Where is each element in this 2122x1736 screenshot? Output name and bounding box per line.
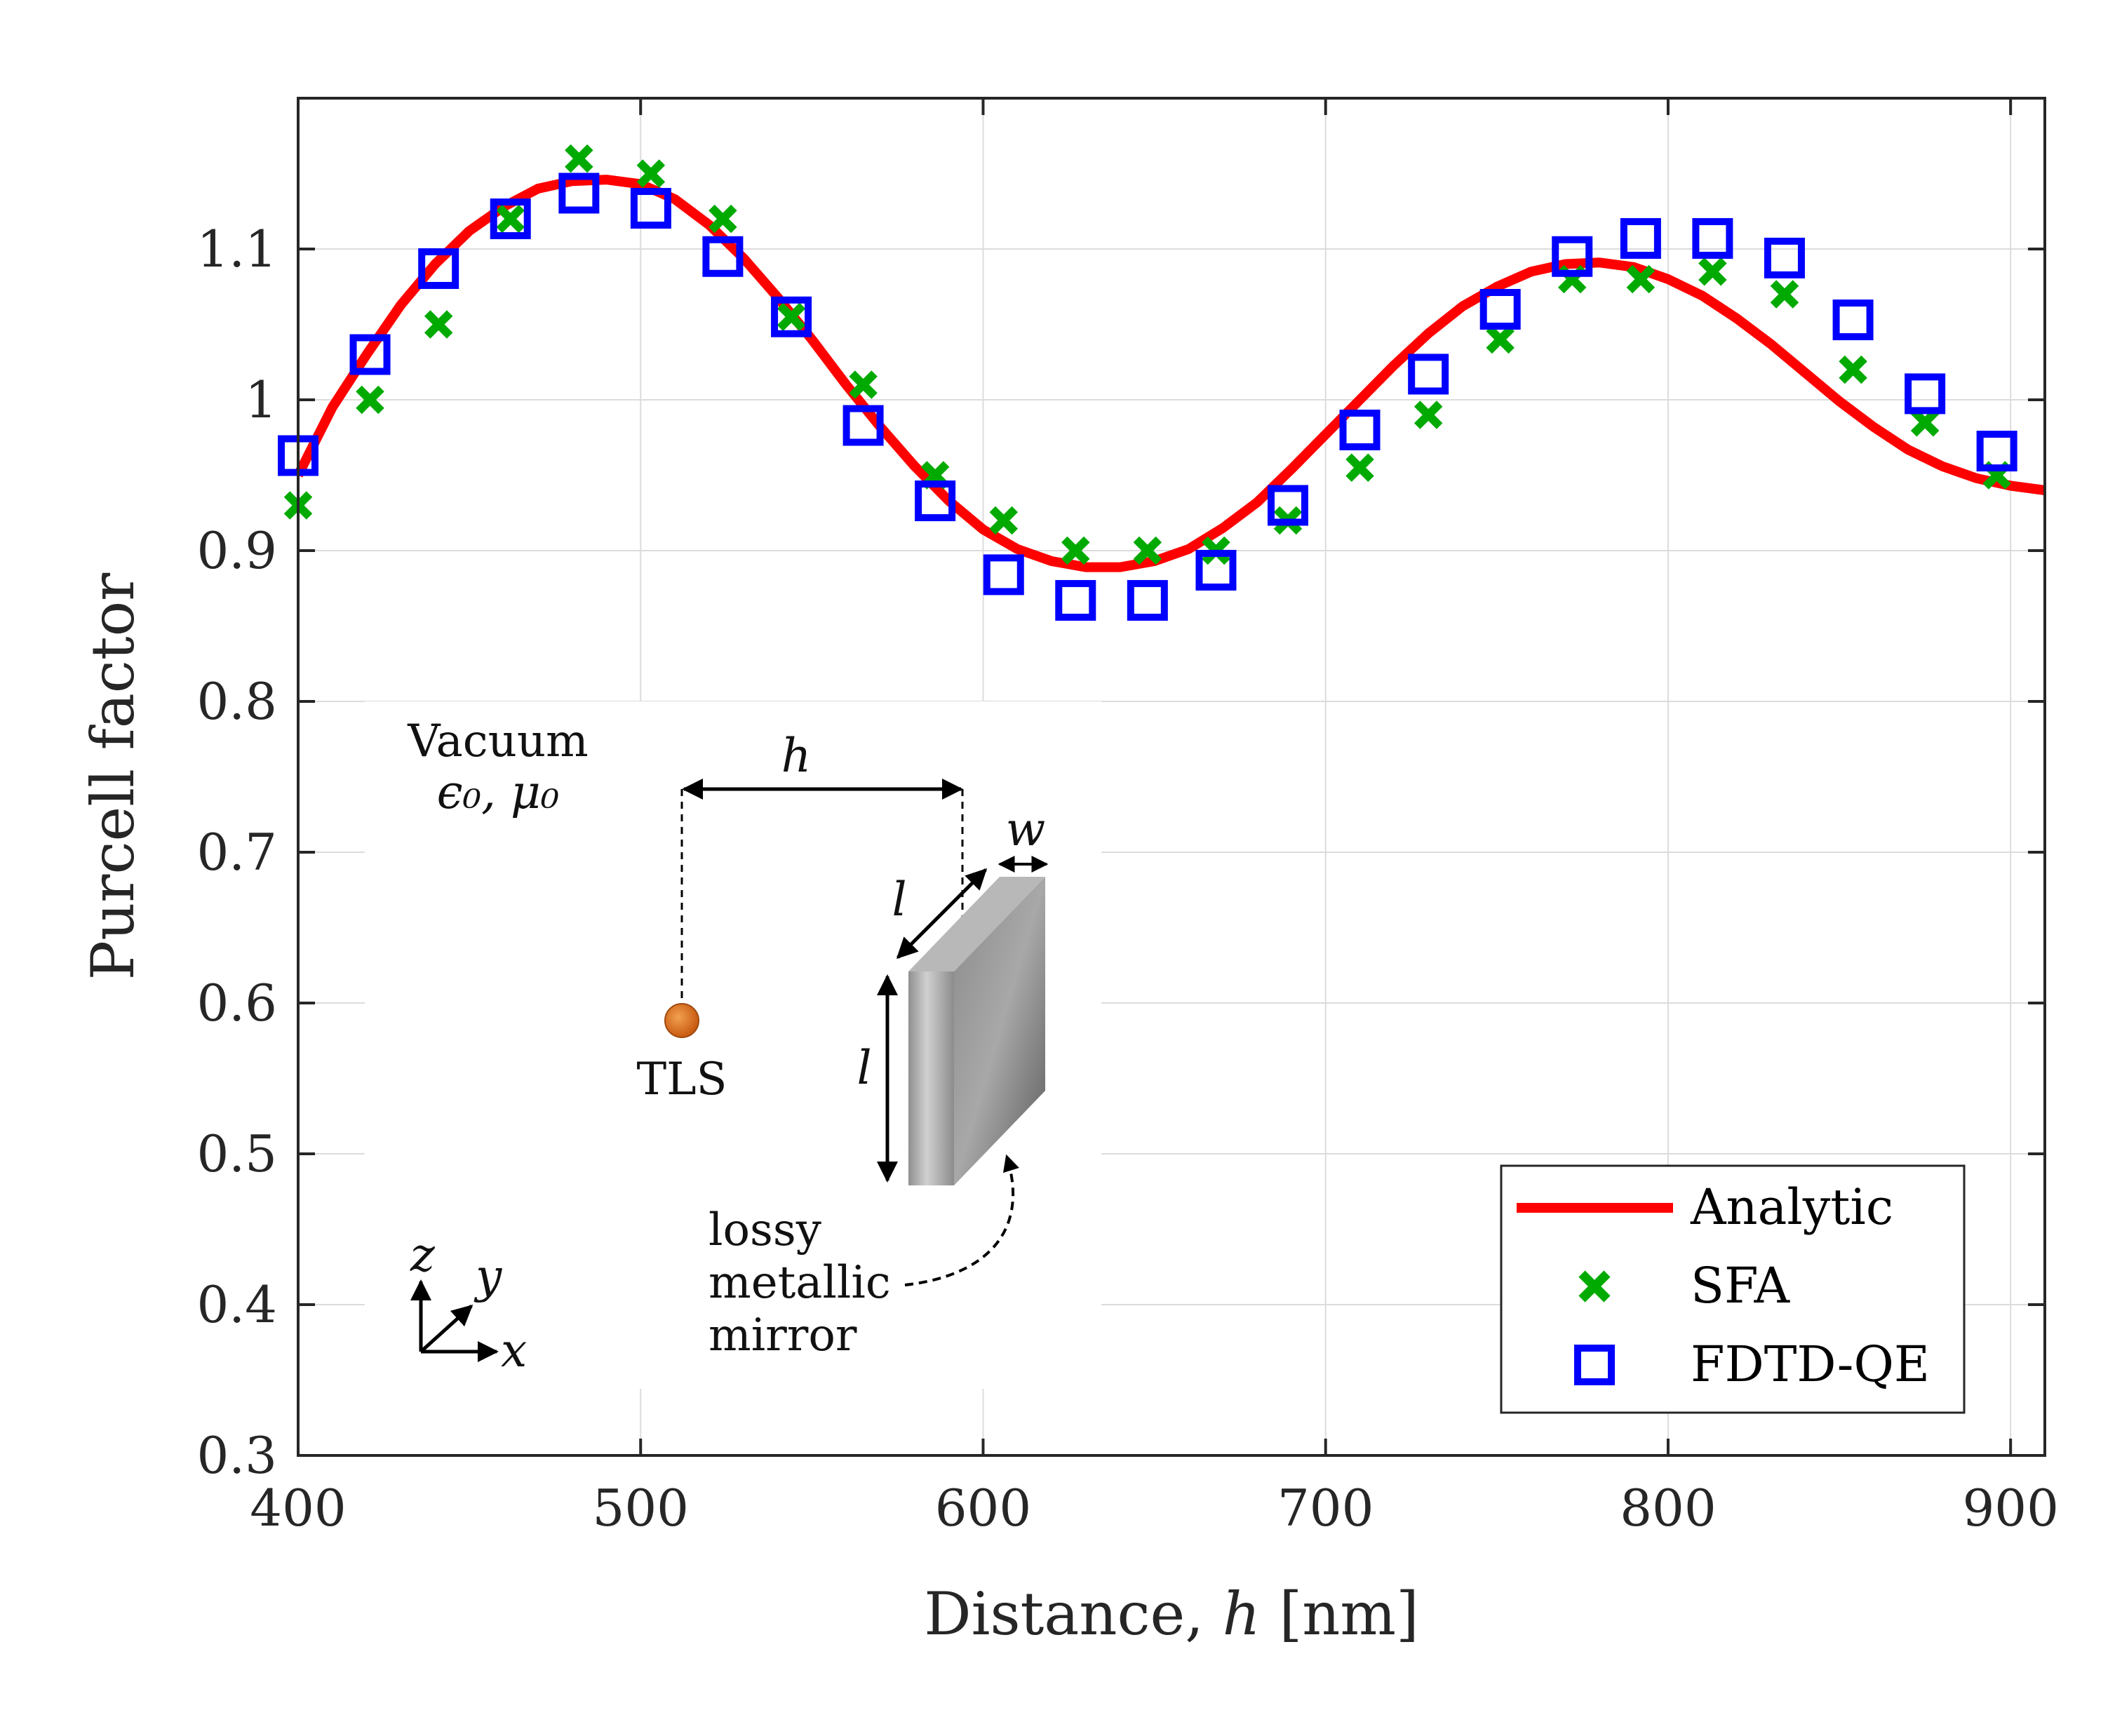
legend-label-fdtd: FDTD-QE — [1691, 1335, 1930, 1393]
sfa-point — [989, 506, 1019, 535]
tls-label: TLS — [636, 1054, 727, 1105]
mirror-front-face — [908, 971, 954, 1185]
y-tick-label: 0.3 — [196, 1426, 277, 1485]
sfa-point — [1839, 355, 1867, 384]
x-tick-label: 900 — [1962, 1479, 2058, 1537]
legend-label-sfa: SFA — [1691, 1257, 1790, 1314]
tick-labels: 400 500 600 700 800 900 0.3 0.4 0.5 0.6 0.7 0.8 0.9 1… — [196, 220, 2058, 1537]
coordinate-axes: z y x — [410, 1228, 527, 1378]
length-symbol-diagonal: l — [892, 873, 906, 927]
sfa-point — [1910, 408, 1940, 437]
fdtd-point — [1552, 236, 1593, 277]
fdtd-point — [1976, 431, 2017, 472]
fdtd-point — [1620, 217, 1661, 259]
x-tick-label: 400 — [250, 1479, 346, 1537]
series-analytic-line — [293, 175, 2046, 572]
fdtd-point — [630, 187, 671, 229]
mirror-pointer-arrow — [904, 1154, 1019, 1286]
sfa-point — [565, 144, 593, 173]
sfa-point — [1061, 536, 1090, 565]
y-tick-label: 1 — [245, 370, 277, 429]
sfa-point — [1698, 257, 1727, 286]
legend-swatch-sfa — [1578, 1270, 1611, 1303]
y-tick-label: 0.8 — [196, 672, 277, 731]
y-tick-label: 0.5 — [196, 1124, 277, 1183]
fdtd-point — [418, 248, 459, 289]
mirror-label-1: lossy — [709, 1204, 821, 1256]
fdtd-point — [558, 173, 600, 214]
fdtd-point — [1055, 579, 1096, 621]
inset-schematic: Vacuum ϵ₀, μ₀ h TLS l l w lossy metallic… — [407, 715, 1049, 1378]
fdtd-point — [915, 480, 956, 522]
sfa-point — [1486, 325, 1515, 354]
axis-y-label: y — [474, 1249, 502, 1303]
sfa-point — [636, 159, 666, 188]
fdtd-point — [771, 296, 812, 337]
sfa-point — [1626, 264, 1656, 294]
axis-x-label: x — [501, 1324, 527, 1378]
fdtd-point — [983, 554, 1024, 596]
fdtd-point — [349, 334, 391, 375]
y-tick-label: 0.7 — [196, 823, 277, 882]
fdtd-point — [1479, 289, 1521, 330]
inset-medium-label: Vacuum — [407, 715, 588, 767]
sfa-point — [1770, 280, 1799, 309]
sfa-point — [356, 385, 384, 415]
sfa-point — [1133, 536, 1162, 565]
x-tick-label: 600 — [935, 1479, 1031, 1537]
axes-box — [297, 97, 2046, 1457]
x-axis-title: Distance, h [nm] — [924, 1580, 1419, 1648]
fdtd-point — [1339, 410, 1381, 450]
fdtd-point — [1408, 354, 1449, 395]
sfa-point — [849, 370, 878, 399]
sfa-point — [1345, 453, 1374, 482]
sfa-point — [777, 302, 806, 331]
fdtd-point — [1195, 549, 1237, 591]
x-tick-label: 500 — [593, 1479, 689, 1537]
legend-label-analytic: Analytic — [1690, 1178, 1893, 1236]
axis-z-label: z — [410, 1228, 436, 1282]
fdtd-point — [702, 236, 744, 277]
fdtd-point — [1127, 579, 1168, 621]
series-layer — [278, 144, 2046, 621]
ticks — [297, 98, 2045, 1457]
y-tick-label: 1.1 — [196, 220, 277, 278]
width-symbol: w — [1006, 802, 1046, 856]
fdtd-point — [1764, 237, 1805, 278]
sfa-point — [709, 204, 737, 234]
fdtd-point — [1905, 373, 1946, 415]
sfa-point — [424, 310, 453, 339]
fdtd-point — [490, 199, 531, 239]
mirror-label-2: metallic — [709, 1257, 891, 1309]
x-tick-label: 700 — [1277, 1479, 1374, 1537]
x-tick-label: 800 — [1620, 1479, 1716, 1537]
distance-symbol: h — [781, 729, 812, 783]
fdtd-point — [1832, 300, 1874, 341]
fdtd-point — [1268, 485, 1308, 526]
inset-medium-params: ϵ₀, μ₀ — [437, 765, 560, 819]
y-tick-label: 0.6 — [196, 974, 277, 1032]
y-tick-label: 0.9 — [196, 521, 277, 580]
fdtd-point — [842, 405, 884, 446]
tls-emitter — [664, 1003, 699, 1038]
length-symbol-vertical: l — [857, 1041, 871, 1095]
legend-swatch-fdtd — [1574, 1345, 1615, 1385]
legend: Analytic SFA FDTD-QE — [1500, 1164, 1966, 1414]
fdtd-point — [1692, 217, 1733, 259]
y-tick-label: 0.4 — [196, 1275, 277, 1334]
y-axis-title: Purcell factor — [79, 572, 147, 981]
mirror-label-3: mirror — [709, 1310, 857, 1361]
sfa-point — [1413, 401, 1443, 429]
length-arrow-diagonal — [896, 868, 988, 960]
sfa-point — [496, 204, 525, 234]
